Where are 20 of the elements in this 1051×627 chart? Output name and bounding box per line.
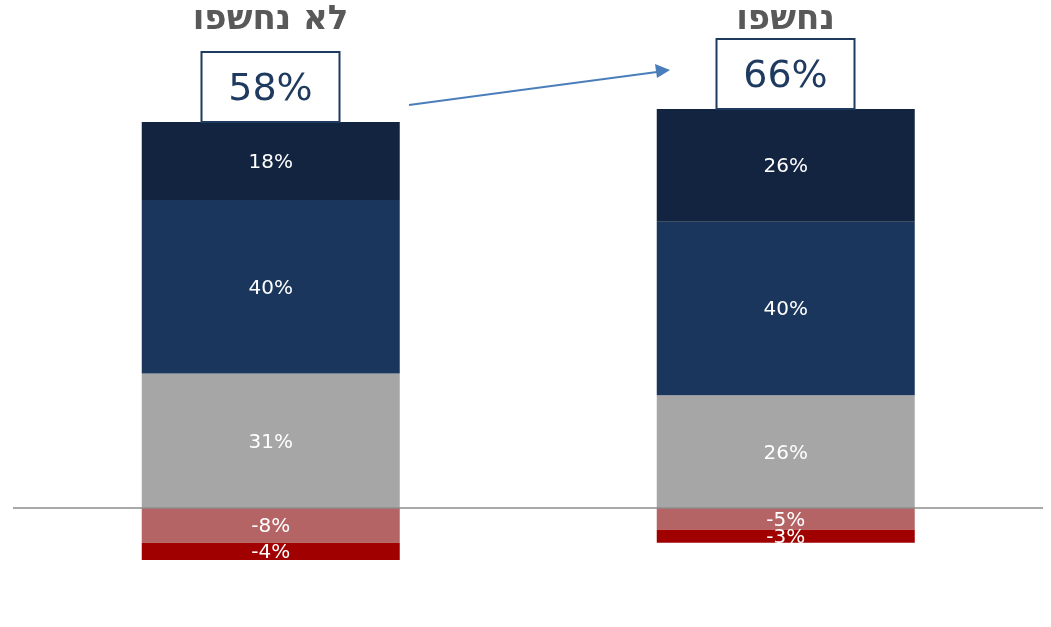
text: 66% [743, 52, 828, 96]
bar [656, 395, 915, 508]
data-label: 31% [248, 428, 293, 453]
data-label: 26% [763, 439, 808, 464]
data-label: 40% [763, 296, 808, 321]
bar [656, 529, 915, 543]
bar [141, 542, 400, 560]
text: 58% [228, 65, 313, 110]
bar [141, 507, 400, 543]
bar [656, 507, 915, 530]
data-label: -8% [251, 513, 291, 538]
data-label: -4% [251, 539, 291, 564]
data-label: 18% [248, 149, 293, 174]
x-tick-label: נחשפו [736, 0, 835, 37]
data-label: 40% [248, 274, 293, 299]
data-label: 26% [763, 153, 808, 178]
bar [141, 200, 400, 374]
bar [141, 373, 400, 508]
x-tick-label: לא נחשפו [192, 0, 349, 37]
bar [656, 221, 915, 396]
